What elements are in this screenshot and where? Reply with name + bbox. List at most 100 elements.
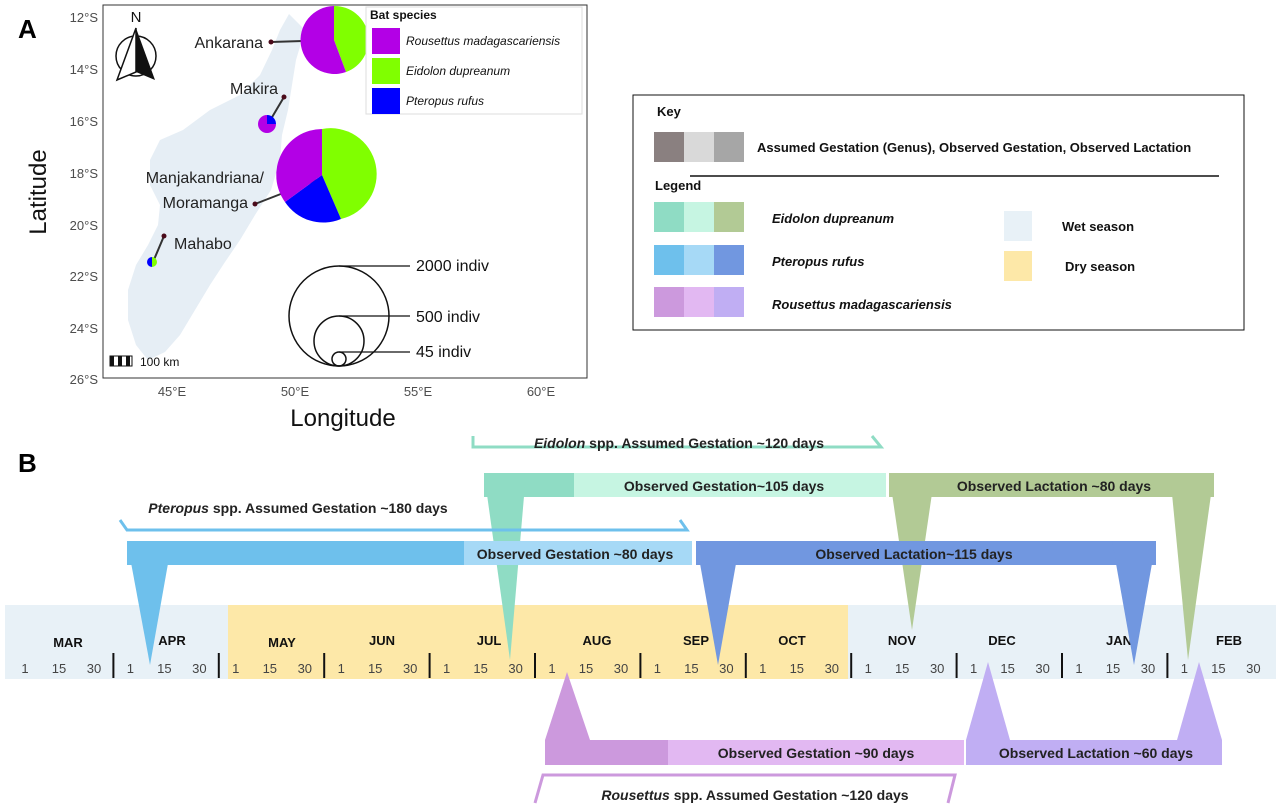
pteropus-assumed-bar xyxy=(127,541,464,565)
day-tick-label: 30 xyxy=(403,661,417,676)
day-tick-label: 15 xyxy=(368,661,382,676)
rousettus-observed-gestation xyxy=(668,740,964,765)
day-tick-label: 1 xyxy=(548,661,555,676)
eidolon-lactation-bar xyxy=(889,473,1214,497)
eidolon-lactation-arrow-end xyxy=(1170,473,1214,660)
day-tick-label: 30 xyxy=(298,661,312,676)
legend-item: Rousettus madagascariensis xyxy=(406,34,560,48)
legend-swatch xyxy=(372,28,400,54)
day-tick-label: 15 xyxy=(263,661,277,676)
day-tick-label: 30 xyxy=(1035,661,1049,676)
site-label: Makira xyxy=(230,81,278,98)
site-manjakandriana: Manjakandriana/ Moramanga xyxy=(146,170,323,212)
scale-bar: 100 km xyxy=(109,355,179,369)
day-tick-label: 1 xyxy=(1181,661,1188,676)
key-box: Key Assumed Gestation (Genus), Observed … xyxy=(632,94,1245,331)
day-ticks: 1 15 30 1 15 30 1 15 30 1 15 30 1 15 30 1 15 30 1 15 30 1 15 30… xyxy=(21,661,1260,676)
y-tick: 14°S xyxy=(70,62,99,77)
eidolon-bars: Eidolon spp. Assumed Gestation ~120 days… xyxy=(471,435,1214,660)
day-tick-label: 30 xyxy=(825,661,839,676)
month-label: JUN xyxy=(369,633,395,648)
day-tick-label: 30 xyxy=(614,661,628,676)
rousettus-assumed-bar xyxy=(545,740,668,765)
pteropus-observed-gestation xyxy=(464,541,692,565)
rousettus-assumed-bracket xyxy=(533,773,957,804)
x-ticks: 45°E 50°E 55°E 60°E xyxy=(158,384,556,399)
day-tick-label: 1 xyxy=(1075,661,1082,676)
north-label: N xyxy=(131,9,142,26)
rousettus-assumed-label: Rousettus spp. Assumed Gestation ~120 da… xyxy=(601,787,908,803)
month-labels: MAR APR MAY JUN JUL AUG SEP OCT NOV DEC … xyxy=(53,633,1242,650)
site-label: Manjakandriana/ xyxy=(146,170,265,187)
species-rousettus: Rousettus madagascariensis xyxy=(772,297,952,312)
rousettus-lactation-arrow-start xyxy=(966,662,1010,740)
legend-item: Eidolon dupreanum xyxy=(406,64,510,78)
day-tick-label: 1 xyxy=(759,661,766,676)
y-tick: 22°S xyxy=(70,269,99,284)
month-label: OCT xyxy=(778,633,806,648)
pteropus-lactation-arrow-end xyxy=(1112,541,1156,665)
month-label: AUG xyxy=(583,633,612,648)
panel-a-label: A xyxy=(18,14,37,44)
day-tick-label: 15 xyxy=(684,661,698,676)
eidolon-gestation-arrow xyxy=(484,473,526,660)
day-tick-label: 1 xyxy=(21,661,28,676)
eidolon-assumed-bracket xyxy=(471,435,885,449)
legend-swatch xyxy=(372,88,400,114)
pteropus-lactation-label: Observed Lactation~115 days xyxy=(815,546,1012,562)
day-tick-label: 30 xyxy=(1141,661,1155,676)
pteropus-lactation-bar xyxy=(696,541,1156,565)
pteropus-gestation-label: Observed Gestation ~80 days xyxy=(477,546,674,562)
day-tick-label: 30 xyxy=(508,661,522,676)
y-tick: 20°S xyxy=(70,218,99,233)
day-tick-label: 1 xyxy=(232,661,239,676)
legend-title: Bat species xyxy=(370,8,437,22)
pteropus-gestation-arrow xyxy=(127,541,172,665)
rousettus-bars: Observed Gestation ~90 days Observed Lac… xyxy=(533,662,1222,804)
timeline: MAR APR MAY JUN JUL AUG SEP OCT NOV DEC … xyxy=(5,605,1276,679)
rousettus-lactation-arrow-end xyxy=(1177,662,1222,740)
month-label: SEP xyxy=(683,633,709,648)
pteropus-assumed-label: Pteropus spp. Assumed Gestation ~180 day… xyxy=(148,500,448,516)
day-tick-label: 30 xyxy=(930,661,944,676)
y-tick: 16°S xyxy=(70,114,99,129)
size-legend-label: 500 indiv xyxy=(416,309,480,326)
legend-swatch xyxy=(372,58,400,84)
day-tick-label: 1 xyxy=(970,661,977,676)
species-legend: Bat species Rousettus madagascariensis E… xyxy=(365,6,583,115)
eidolon-lactation-label: Observed Lactation ~80 days xyxy=(957,478,1151,494)
month-label: FEB xyxy=(1216,633,1242,648)
y-axis-title: Latitude xyxy=(25,149,52,234)
day-tick-label: 1 xyxy=(127,661,134,676)
month-label: DEC xyxy=(988,633,1016,648)
x-axis-title: Longitude xyxy=(290,405,395,432)
day-tick-label: 15 xyxy=(579,661,593,676)
x-tick: 55°E xyxy=(404,384,433,399)
size-legend-label: 45 indiv xyxy=(416,344,471,361)
day-tick-label: 15 xyxy=(473,661,487,676)
key-title: Key xyxy=(657,104,682,119)
rousettus-lactation-bar xyxy=(966,740,1222,765)
madagascar-shape xyxy=(128,14,305,360)
pie-ankarana xyxy=(300,5,369,74)
x-tick: 60°E xyxy=(527,384,556,399)
day-tick-label: 1 xyxy=(443,661,450,676)
month-label: MAR xyxy=(53,635,83,650)
site-label: Ankarana xyxy=(195,35,264,52)
y-tick: 26°S xyxy=(70,372,99,387)
legend-item: Pteropus rufus xyxy=(406,94,484,108)
day-tick-label: 30 xyxy=(719,661,733,676)
legend-title: Legend xyxy=(655,178,701,193)
y-tick: 12°S xyxy=(70,10,99,25)
rousettus-gestation-label: Observed Gestation ~90 days xyxy=(718,745,915,761)
y-tick: 18°S xyxy=(70,166,99,181)
species-eidolon: Eidolon dupreanum xyxy=(772,211,894,226)
x-tick: 45°E xyxy=(158,384,187,399)
key-text: Assumed Gestation (Genus), Observed Gest… xyxy=(757,140,1191,155)
size-legend: 2000 indiv 500 indiv 45 indiv xyxy=(288,258,489,367)
day-tick-label: 15 xyxy=(52,661,66,676)
x-tick: 50°E xyxy=(281,384,310,399)
dry-season-label: Dry season xyxy=(1065,259,1135,274)
